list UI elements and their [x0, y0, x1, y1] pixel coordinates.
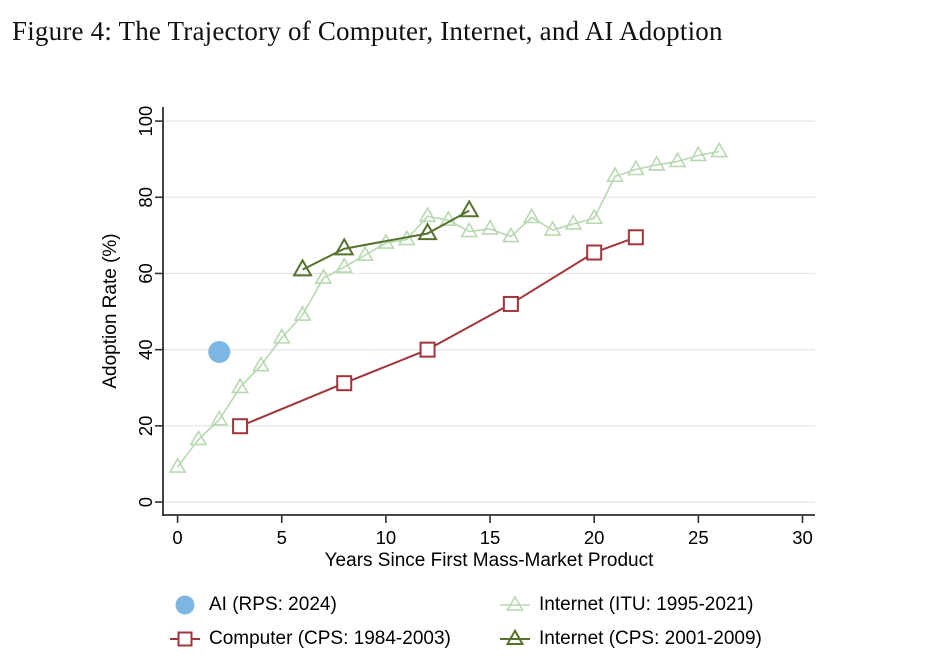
series-internet-cps-2001-2009: [292, 199, 480, 277]
internet-itu-open-triangle-icon: [500, 595, 530, 611]
series-computer-cps-1984-2003: [232, 229, 644, 435]
x-tick-label: 5: [277, 527, 287, 548]
legend-label-internet-itu: Internet (ITU: 1995-2021): [539, 594, 754, 615]
x-axis-title: Years Since First Mass-Market Product: [325, 550, 654, 571]
y-tick-label: 100: [135, 106, 156, 137]
x-tick-label: 30: [792, 527, 813, 548]
y-axis-ticks: 0 20 40 60 80 100: [135, 106, 163, 507]
y-tick-label: 40: [135, 339, 156, 360]
legend-label-internet-cps: Internet (CPS: 2001-2009): [539, 628, 762, 649]
gridlines: [164, 120, 815, 503]
y-tick-label: 0: [135, 497, 156, 507]
legend-label-computer: Computer (CPS: 1984-2003): [209, 628, 451, 649]
legend-item-internet-cps: Internet (CPS: 2001-2009): [497, 622, 762, 656]
x-tick-label: 25: [688, 527, 709, 548]
series-ai-rps-2024: [208, 340, 231, 363]
adoption-trajectory-chart: 0 20 40 60 80 100 0 5 10 15 20 25 30 Adoption Rate (%…: [100, 106, 815, 571]
x-tick-label: 0: [172, 527, 182, 548]
legend-label-ai: AI (RPS: 2024): [209, 594, 337, 615]
legend-column-2: Internet (ITU: 1995-2021) Internet (CPS:…: [497, 588, 762, 656]
legend-item-computer: Computer (CPS: 1984-2003): [167, 622, 451, 656]
legend-item-internet-itu: Internet (ITU: 1995-2021): [497, 588, 762, 622]
internet-cps-open-triangle-icon: [500, 628, 530, 646]
x-tick-label: 20: [584, 527, 605, 548]
y-tick-label: 80: [135, 187, 156, 208]
legend-column-1: AI (RPS: 2024) Computer (CPS: 1984-2003): [167, 588, 451, 656]
y-axis-title: Adoption Rate (%): [100, 233, 121, 388]
y-tick-label: 60: [135, 263, 156, 284]
y-tick-label: 20: [135, 416, 156, 437]
ai-filled-circle-icon: [175, 595, 195, 615]
computer-open-square-icon: [170, 631, 200, 647]
legend-item-ai: AI (RPS: 2024): [167, 588, 451, 622]
figure-title: Figure 4: The Trajectory of Computer, In…: [12, 16, 723, 46]
x-tick-label: 15: [480, 527, 501, 548]
series-internet-itu-1995-2021: [168, 141, 729, 473]
x-tick-label: 10: [376, 527, 397, 548]
axes: [162, 107, 815, 516]
x-axis-ticks: 0 5 10 15 20 25 30: [172, 515, 813, 548]
